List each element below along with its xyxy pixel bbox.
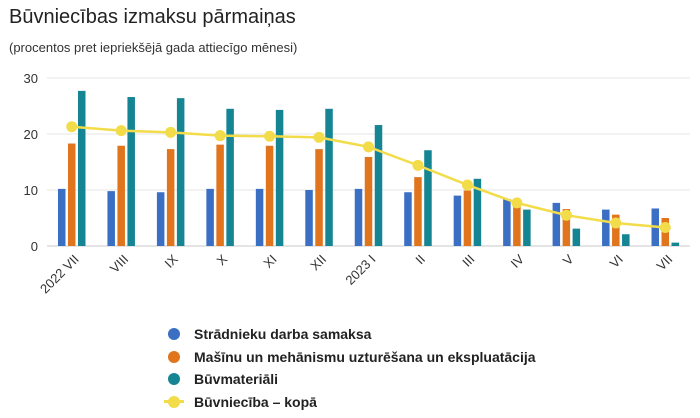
bar bbox=[523, 209, 531, 246]
bar bbox=[107, 191, 115, 246]
x-tick-label: XI bbox=[260, 252, 279, 271]
bar bbox=[325, 108, 333, 246]
line-point bbox=[115, 125, 127, 137]
legend-item[interactable]: Būvmateriāli bbox=[164, 368, 536, 391]
bar bbox=[513, 201, 521, 246]
legend-label: Strādnieku darba samaksa bbox=[194, 326, 372, 343]
chart-legend: Strādnieku darba samaksa Mašīnu un mehāni… bbox=[164, 323, 536, 413]
bar bbox=[562, 209, 571, 246]
chart-subtitle: (procentos pret iepriekšējā gada attiecī… bbox=[9, 40, 298, 55]
x-tick-label: IV bbox=[508, 251, 528, 271]
bar bbox=[503, 198, 511, 246]
legend-label: Mašīnu un mehānismu uzturēšana un eksplu… bbox=[194, 348, 536, 365]
x-tick-label: VIII bbox=[107, 252, 131, 276]
bar bbox=[305, 190, 313, 246]
line-point bbox=[461, 179, 473, 191]
x-tick-label: 2022 VII bbox=[37, 252, 82, 297]
x-tick-label: X bbox=[213, 251, 230, 268]
line-point bbox=[214, 130, 226, 142]
bar bbox=[671, 242, 680, 246]
bar bbox=[176, 98, 185, 246]
legend-swatch bbox=[164, 350, 184, 363]
y-tick-label: 0 bbox=[31, 239, 38, 254]
chart-title: Būvniecības izmaksu pārmaiņas bbox=[9, 6, 296, 28]
bar bbox=[364, 156, 373, 246]
bar bbox=[166, 149, 175, 246]
bar bbox=[414, 177, 422, 246]
legend-label: Būvmateriāli bbox=[194, 371, 279, 388]
legend-swatch bbox=[164, 395, 184, 408]
line-point bbox=[66, 121, 78, 133]
line-point bbox=[511, 197, 523, 209]
legend-swatch bbox=[164, 373, 184, 386]
x-tick-label: V bbox=[560, 251, 577, 268]
line-point bbox=[412, 159, 424, 171]
x-tick-label: VII bbox=[654, 252, 676, 274]
x-tick-label: II bbox=[412, 252, 428, 268]
x-tick-label: III bbox=[459, 252, 477, 270]
bar bbox=[206, 188, 214, 246]
legend-item[interactable]: Būvniecība – kopā bbox=[164, 391, 536, 414]
legend-item[interactable]: Strādnieku darba samaksa bbox=[164, 323, 536, 346]
line-point bbox=[659, 222, 671, 234]
legend-label: Būvniecība – kopā bbox=[194, 393, 317, 410]
bar bbox=[57, 188, 66, 246]
bar bbox=[602, 209, 610, 246]
bar bbox=[127, 97, 135, 246]
bar bbox=[374, 125, 383, 246]
bar bbox=[453, 195, 462, 246]
bar bbox=[463, 190, 472, 246]
x-tick-label: XII bbox=[307, 252, 329, 274]
legend-swatch bbox=[164, 328, 184, 341]
bar bbox=[77, 90, 86, 246]
x-tick-label: IX bbox=[161, 251, 181, 271]
bar bbox=[315, 149, 323, 246]
line-point bbox=[313, 131, 325, 143]
bar bbox=[612, 214, 620, 246]
bar bbox=[117, 145, 125, 246]
y-tick-label: 10 bbox=[24, 183, 38, 198]
bar bbox=[572, 228, 581, 246]
line-point bbox=[363, 141, 374, 153]
y-tick-label: 20 bbox=[24, 127, 38, 142]
bar bbox=[424, 150, 432, 246]
bar bbox=[622, 234, 630, 246]
legend-item[interactable]: Mašīnu un mehānismu uzturēšana un eksplu… bbox=[164, 346, 536, 369]
bar bbox=[255, 188, 264, 246]
bar bbox=[552, 202, 561, 246]
bar bbox=[156, 192, 165, 246]
x-tick-label: 2023 I bbox=[342, 252, 378, 288]
line-point bbox=[264, 130, 276, 142]
bar bbox=[473, 178, 482, 246]
bar bbox=[265, 145, 274, 246]
x-tick-label: VI bbox=[607, 252, 626, 271]
bar bbox=[216, 144, 224, 246]
line-point bbox=[560, 209, 572, 221]
line-point bbox=[165, 126, 177, 138]
bar bbox=[404, 192, 412, 246]
line-point bbox=[610, 217, 622, 229]
bar bbox=[67, 143, 76, 246]
bar bbox=[226, 108, 234, 246]
bar bbox=[354, 188, 363, 246]
y-tick-label: 30 bbox=[24, 71, 38, 86]
bar bbox=[275, 109, 284, 246]
